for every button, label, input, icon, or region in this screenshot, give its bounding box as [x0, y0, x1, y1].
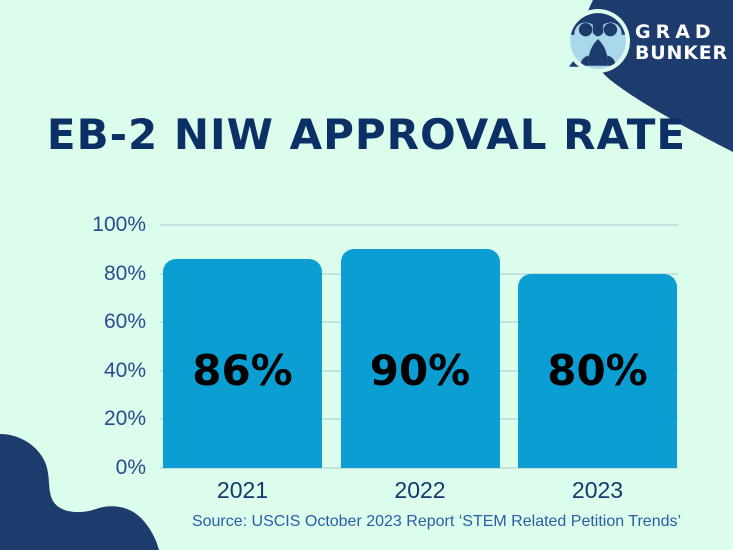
y-axis-tick-40%: 40%	[103, 358, 146, 382]
bar-2021	[163, 259, 322, 468]
y-axis-tick-20%: 20%	[103, 407, 146, 431]
bar-2023	[518, 273, 677, 468]
y-axis-tick-60%: 60%	[103, 310, 146, 334]
bar-2022	[340, 249, 500, 468]
brand-word-bunker: BUNKER	[635, 42, 728, 64]
brand-logo: GRAD BUNKER	[565, 8, 728, 74]
source-caption: Source: USCIS October 2023 Report ‘STEM …	[191, 513, 682, 530]
gridline-100%	[160, 224, 678, 226]
gridline-0%	[160, 467, 678, 469]
owl-icon	[566, 9, 630, 73]
y-axis-tick-100%: 100%	[92, 213, 146, 236]
x-axis-label-2022: 2022	[394, 477, 446, 503]
y-axis-tick-0%: 0%	[115, 456, 146, 479]
chart-title: EB-2 NIW APPROVAL RATE	[46, 110, 687, 159]
bar-value-label-2022: 90%	[369, 346, 471, 395]
x-axis-label-2023: 2023	[571, 477, 624, 503]
bar-value-label-2023: 80%	[547, 346, 648, 395]
brand-word-grad: GRAD	[635, 21, 716, 43]
corner-shape-bottom-left	[0, 434, 159, 550]
bar-value-label-2021: 86%	[192, 346, 293, 395]
brand-name: GRAD BUNKER	[635, 22, 728, 64]
y-axis-tick-80%: 80%	[103, 261, 146, 285]
x-axis-label-2021: 2021	[216, 477, 269, 503]
